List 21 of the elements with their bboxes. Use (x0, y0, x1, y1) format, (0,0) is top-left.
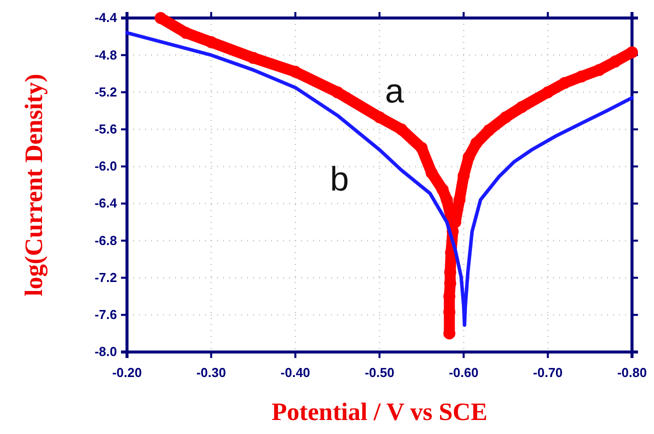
x-axis-title: Potential / V vs SCE (272, 399, 488, 426)
x-tick-label: -0.30 (196, 365, 226, 380)
y-tick-label: -7.2 (94, 270, 117, 285)
y-tick-label: -6.0 (94, 158, 117, 174)
y-tick-label: -4.8 (94, 47, 117, 62)
y-tick-label: -5.2 (94, 84, 117, 100)
y-tick-label: -5.6 (94, 121, 117, 136)
y-tick-label: -6.8 (94, 232, 117, 248)
x-tick-label: -0.70 (533, 365, 563, 380)
y-tick-label: -6.4 (94, 196, 118, 211)
y-tick-label: -8.0 (94, 344, 117, 360)
x-tick-label: -0.50 (364, 365, 394, 380)
x-tick-label: -0.60 (448, 365, 478, 380)
y-tick-label: -7.6 (94, 307, 117, 322)
y-tick-label: -4.4 (94, 10, 118, 26)
x-tick-label: -0.40 (280, 365, 310, 380)
x-tick-label: -0.80 (617, 365, 647, 380)
x-tick-label: -0.20 (112, 365, 142, 380)
series-label: b (330, 160, 349, 199)
series-label: a (385, 72, 404, 110)
y-axis-title: log(Current Density) (21, 74, 48, 296)
